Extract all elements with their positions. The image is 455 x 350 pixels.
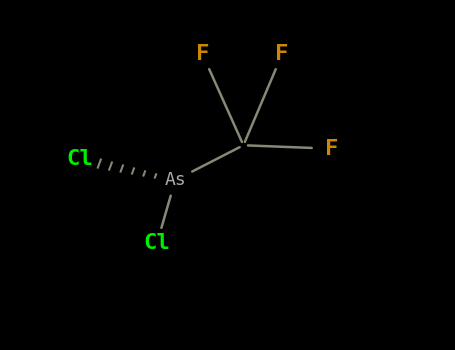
Text: Cl: Cl: [144, 233, 170, 253]
Text: As: As: [164, 171, 186, 189]
Text: F: F: [325, 139, 339, 159]
Text: Cl: Cl: [66, 149, 93, 169]
Text: F: F: [275, 44, 289, 64]
Text: F: F: [196, 44, 209, 64]
